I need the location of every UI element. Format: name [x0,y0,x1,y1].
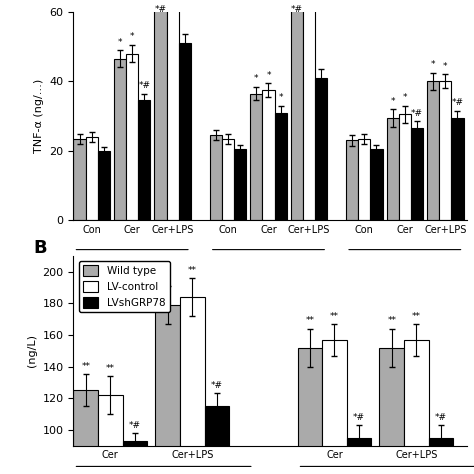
Bar [427,82,439,220]
Text: *#: *# [451,99,464,108]
Bar [126,54,138,220]
Bar [179,43,191,220]
Bar [86,137,98,220]
Bar [138,100,150,220]
Text: *: * [402,93,407,102]
Y-axis label: TNF-α (ng/…): TNF-α (ng/…) [34,79,44,153]
Bar [380,347,404,474]
Bar [180,297,205,474]
Bar [155,0,166,220]
Bar [114,59,126,220]
Bar [322,340,346,474]
Text: *: * [130,32,135,41]
Text: 24h: 24h [394,266,416,276]
Text: *: * [254,74,259,83]
Text: **: ** [387,317,396,326]
Text: **: ** [330,312,339,321]
Bar [73,139,86,220]
Bar [370,149,383,220]
Bar [274,113,287,220]
Bar [263,90,274,220]
Bar [98,151,110,220]
Text: *#: *# [291,5,303,14]
Bar [98,395,123,474]
Bar [439,82,451,220]
Bar [73,390,98,474]
Bar [451,118,464,220]
Text: **: ** [188,266,197,275]
Bar [399,114,411,220]
Text: *#: *# [138,81,150,90]
Text: **: ** [412,312,421,321]
Bar [346,438,371,474]
Bar [291,0,303,220]
Bar [205,406,229,474]
Text: **: ** [163,274,172,283]
Bar [123,441,147,474]
Y-axis label: (ng/L): (ng/L) [27,334,37,367]
Text: 8h: 8h [261,266,275,276]
Bar [250,93,263,220]
Bar [234,149,246,220]
Bar [428,438,453,474]
Text: *#: *# [211,381,223,390]
Text: *#: *# [129,421,141,430]
Text: *#: *# [435,413,447,422]
Bar [298,347,322,474]
Bar [346,140,358,220]
Legend: Wild type, LV-control, LVshGRP78: Wild type, LV-control, LVshGRP78 [79,261,170,312]
Text: *#: *# [411,109,423,118]
Bar [303,0,315,220]
Bar [166,0,179,220]
Bar [315,78,327,220]
Text: 4h: 4h [125,266,139,276]
Text: **: ** [81,362,90,371]
Text: *: * [443,62,447,71]
Bar [404,340,428,474]
Bar [387,118,399,220]
Text: **: ** [106,364,115,373]
Text: *#: *# [353,413,365,422]
Bar [210,135,222,220]
Bar [222,139,234,220]
Text: *: * [431,60,436,69]
Bar [155,305,180,474]
Bar [358,139,370,220]
Text: *: * [266,71,271,80]
Text: *: * [118,37,122,46]
Text: **: ** [305,317,314,326]
Text: *#: *# [155,5,166,14]
Text: *: * [391,97,395,106]
Text: B: B [33,239,47,257]
Bar [411,128,423,220]
Text: *: * [278,93,283,102]
